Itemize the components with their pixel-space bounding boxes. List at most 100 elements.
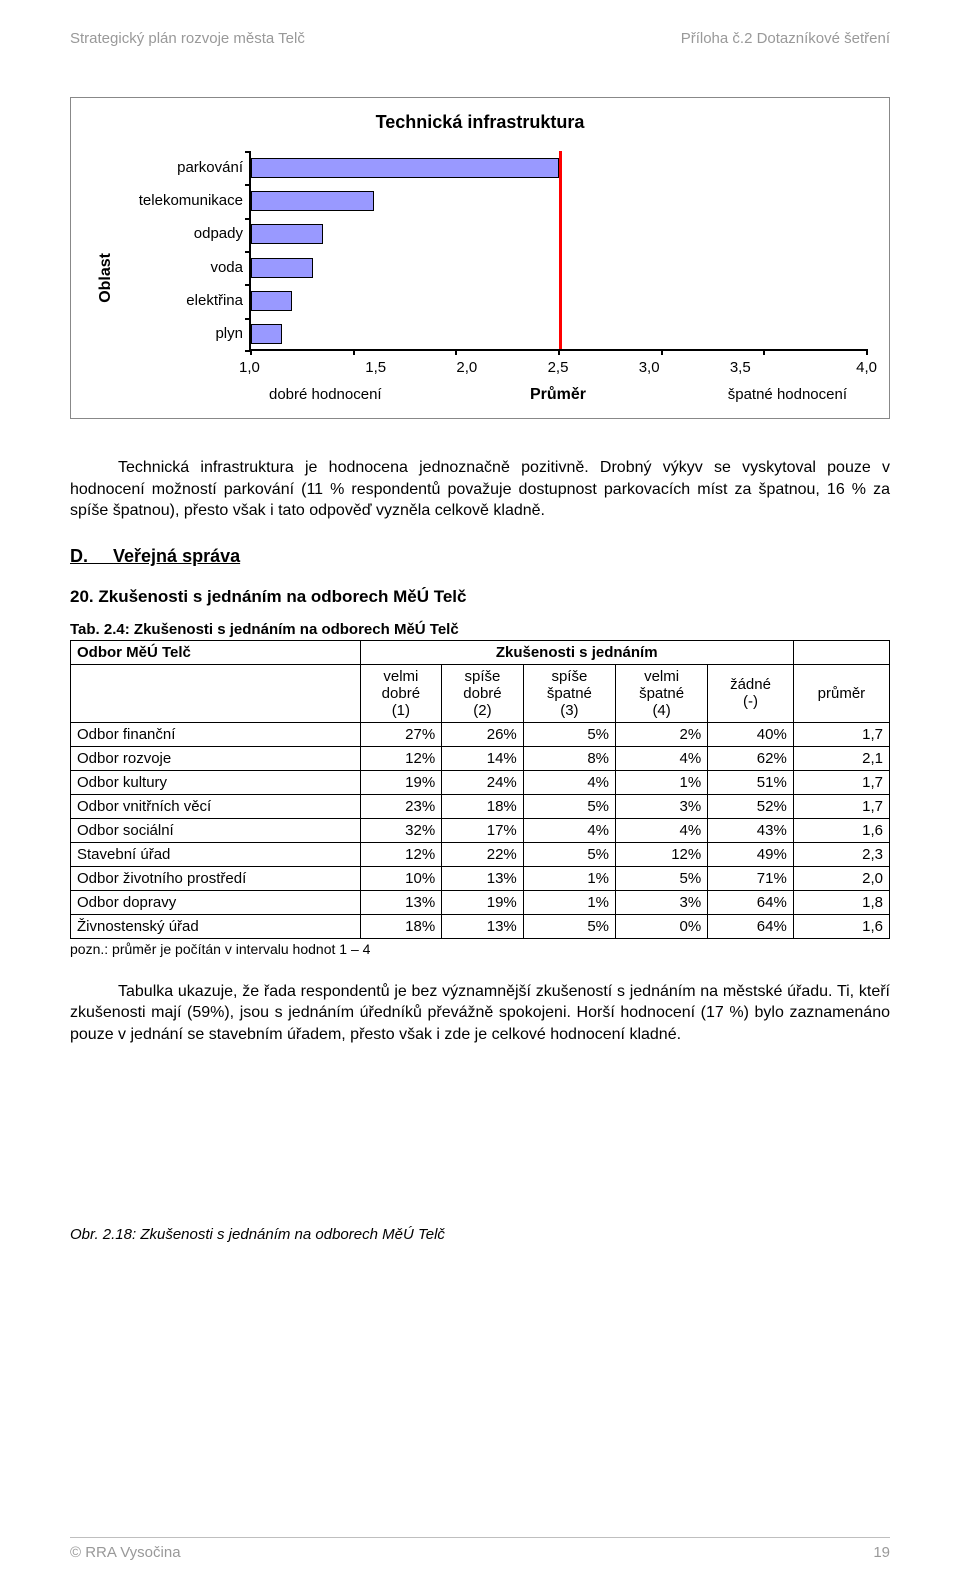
chart-category-label: elektřina — [119, 286, 243, 316]
chart-bar — [251, 158, 559, 178]
table-cell: 12% — [360, 746, 442, 770]
table-cell: 22% — [442, 842, 524, 866]
chart-bar — [251, 191, 374, 211]
chart-x-tick-label: 3,0 — [604, 359, 695, 376]
chart-bar — [251, 324, 282, 344]
table-cell: 5% — [523, 794, 615, 818]
chart-category-label: voda — [119, 253, 243, 283]
section-d-heading: D. Veřejná správa — [70, 546, 890, 567]
table-row-label: Odbor dopravy — [71, 890, 361, 914]
chart-bar — [251, 258, 313, 278]
table-cell: 8% — [523, 746, 615, 770]
page-header: Strategický plán rozvoje města Telč Příl… — [70, 30, 890, 47]
table-cell: 5% — [616, 866, 708, 890]
table-cell: 5% — [523, 722, 615, 746]
table-cell: 71% — [708, 866, 794, 890]
table-cell: 24% — [442, 770, 524, 794]
table-cell: 19% — [360, 770, 442, 794]
table-row: Odbor dopravy13%19%1%3%64%1,8 — [71, 890, 890, 914]
table-row-label: Odbor sociální — [71, 818, 361, 842]
header-right: Příloha č.2 Dotazníkové šetření — [681, 30, 890, 47]
table-header-col1: Odbor MěÚ Telč — [71, 640, 361, 664]
table-cell: 18% — [442, 794, 524, 818]
table-cell: 51% — [708, 770, 794, 794]
chart-x-tick-label: 2,0 — [421, 359, 512, 376]
table-column-header: spíšešpatné(3) — [523, 664, 615, 722]
table-row: Odbor finanční27%26%5%2%40%1,7 — [71, 722, 890, 746]
table-cell: 1,7 — [793, 794, 889, 818]
section-d-title: Veřejná správa — [113, 546, 240, 566]
table-cell: 5% — [523, 842, 615, 866]
table-cell: 4% — [616, 746, 708, 770]
table-row-label: Odbor rozvoje — [71, 746, 361, 770]
chart-title: Technická infrastruktura — [93, 112, 867, 133]
table-cell: 13% — [442, 866, 524, 890]
footer-left: © RRA Vysočina — [70, 1544, 181, 1561]
table-cell: 1% — [616, 770, 708, 794]
chart-bar — [251, 224, 323, 244]
table-row-label: Odbor vnitřních věcí — [71, 794, 361, 818]
table-row-label: Stavební úřad — [71, 842, 361, 866]
chart-x-tick-label: 2,5 — [512, 359, 603, 376]
chart-x-tick-label: 3,5 — [695, 359, 786, 376]
table-column-header: velmidobré(1) — [360, 664, 442, 722]
chart-category-label: telekomunikace — [119, 186, 243, 216]
chart-plot-area — [249, 151, 867, 351]
page-footer: © RRA Vysočina 19 — [70, 1537, 890, 1561]
chart-bar — [251, 291, 292, 311]
table-row: Odbor rozvoje12%14%8%4%62%2,1 — [71, 746, 890, 770]
table-row-label: Odbor kultury — [71, 770, 361, 794]
chart-category-label: parkování — [119, 153, 243, 183]
table-row: Stavební úřad12%22%5%12%49%2,3 — [71, 842, 890, 866]
chart-x-ticks: 1,01,52,02,53,03,54,0 — [249, 359, 867, 376]
chart-x-tick-label: 1,5 — [330, 359, 421, 376]
data-table: Odbor MěÚ Telč Zkušenosti s jednáním vel… — [70, 640, 890, 939]
subheading-20: 20. Zkušenosti s jednáním na odborech Mě… — [70, 587, 890, 607]
paragraph-1-text: Technická infrastruktura je hodnocena je… — [70, 459, 890, 519]
footer-right: 19 — [873, 1544, 890, 1561]
chart-y-axis-label: Oblast — [93, 253, 119, 303]
table-cell: 2,3 — [793, 842, 889, 866]
table-row-label: Odbor životního prostředí — [71, 866, 361, 890]
table-cell: 43% — [708, 818, 794, 842]
table-cell: 13% — [360, 890, 442, 914]
table-cell: 5% — [523, 914, 615, 938]
table-cell: 18% — [360, 914, 442, 938]
table-cell: 26% — [442, 722, 524, 746]
chart-x-left-label: dobré hodnocení — [249, 386, 462, 404]
table-row-label: Živnostenský úřad — [71, 914, 361, 938]
table-cell: 1,6 — [793, 914, 889, 938]
table-cell: 13% — [442, 914, 524, 938]
table-row: Odbor sociální32%17%4%4%43%1,6 — [71, 818, 890, 842]
table-cell: 4% — [616, 818, 708, 842]
table-header-blank — [71, 664, 361, 722]
table-cell: 2,1 — [793, 746, 889, 770]
table-cell: 27% — [360, 722, 442, 746]
table-cell: 1,8 — [793, 890, 889, 914]
chart-category-labels: parkovánítelekomunikaceodpadyvodaelektři… — [119, 151, 249, 351]
page: Strategický plán rozvoje města Telč Příl… — [0, 0, 960, 1591]
chart-x-tick-label: 1,0 — [239, 359, 330, 376]
table-cell: 14% — [442, 746, 524, 770]
table-column-header: průměr — [793, 664, 889, 722]
paragraph-2: Tabulka ukazuje, že řada respondentů je … — [70, 981, 890, 1046]
table-cell: 10% — [360, 866, 442, 890]
table-row: Odbor životního prostředí10%13%1%5%71%2,… — [71, 866, 890, 890]
table-cell: 49% — [708, 842, 794, 866]
table-column-header-row: velmidobré(1)spíšedobré(2)spíšešpatné(3)… — [71, 664, 890, 722]
table-cell: 2,0 — [793, 866, 889, 890]
table-cell: 64% — [708, 890, 794, 914]
table-cell: 4% — [523, 818, 615, 842]
chart-x-center-label: Průměr — [462, 386, 655, 404]
table-cell: 1% — [523, 866, 615, 890]
table-cell: 19% — [442, 890, 524, 914]
table-row: Živnostenský úřad18%13%5%0%64%1,6 — [71, 914, 890, 938]
table-cell: 3% — [616, 794, 708, 818]
table-row: Odbor vnitřních věcí23%18%5%3%52%1,7 — [71, 794, 890, 818]
table-column-header: velmišpatné(4) — [616, 664, 708, 722]
table-column-header: spíšedobré(2) — [442, 664, 524, 722]
chart-category-label: plyn — [119, 319, 243, 349]
table-cell: 17% — [442, 818, 524, 842]
table-cell: 64% — [708, 914, 794, 938]
paragraph-1: Technická infrastruktura je hodnocena je… — [70, 457, 890, 522]
